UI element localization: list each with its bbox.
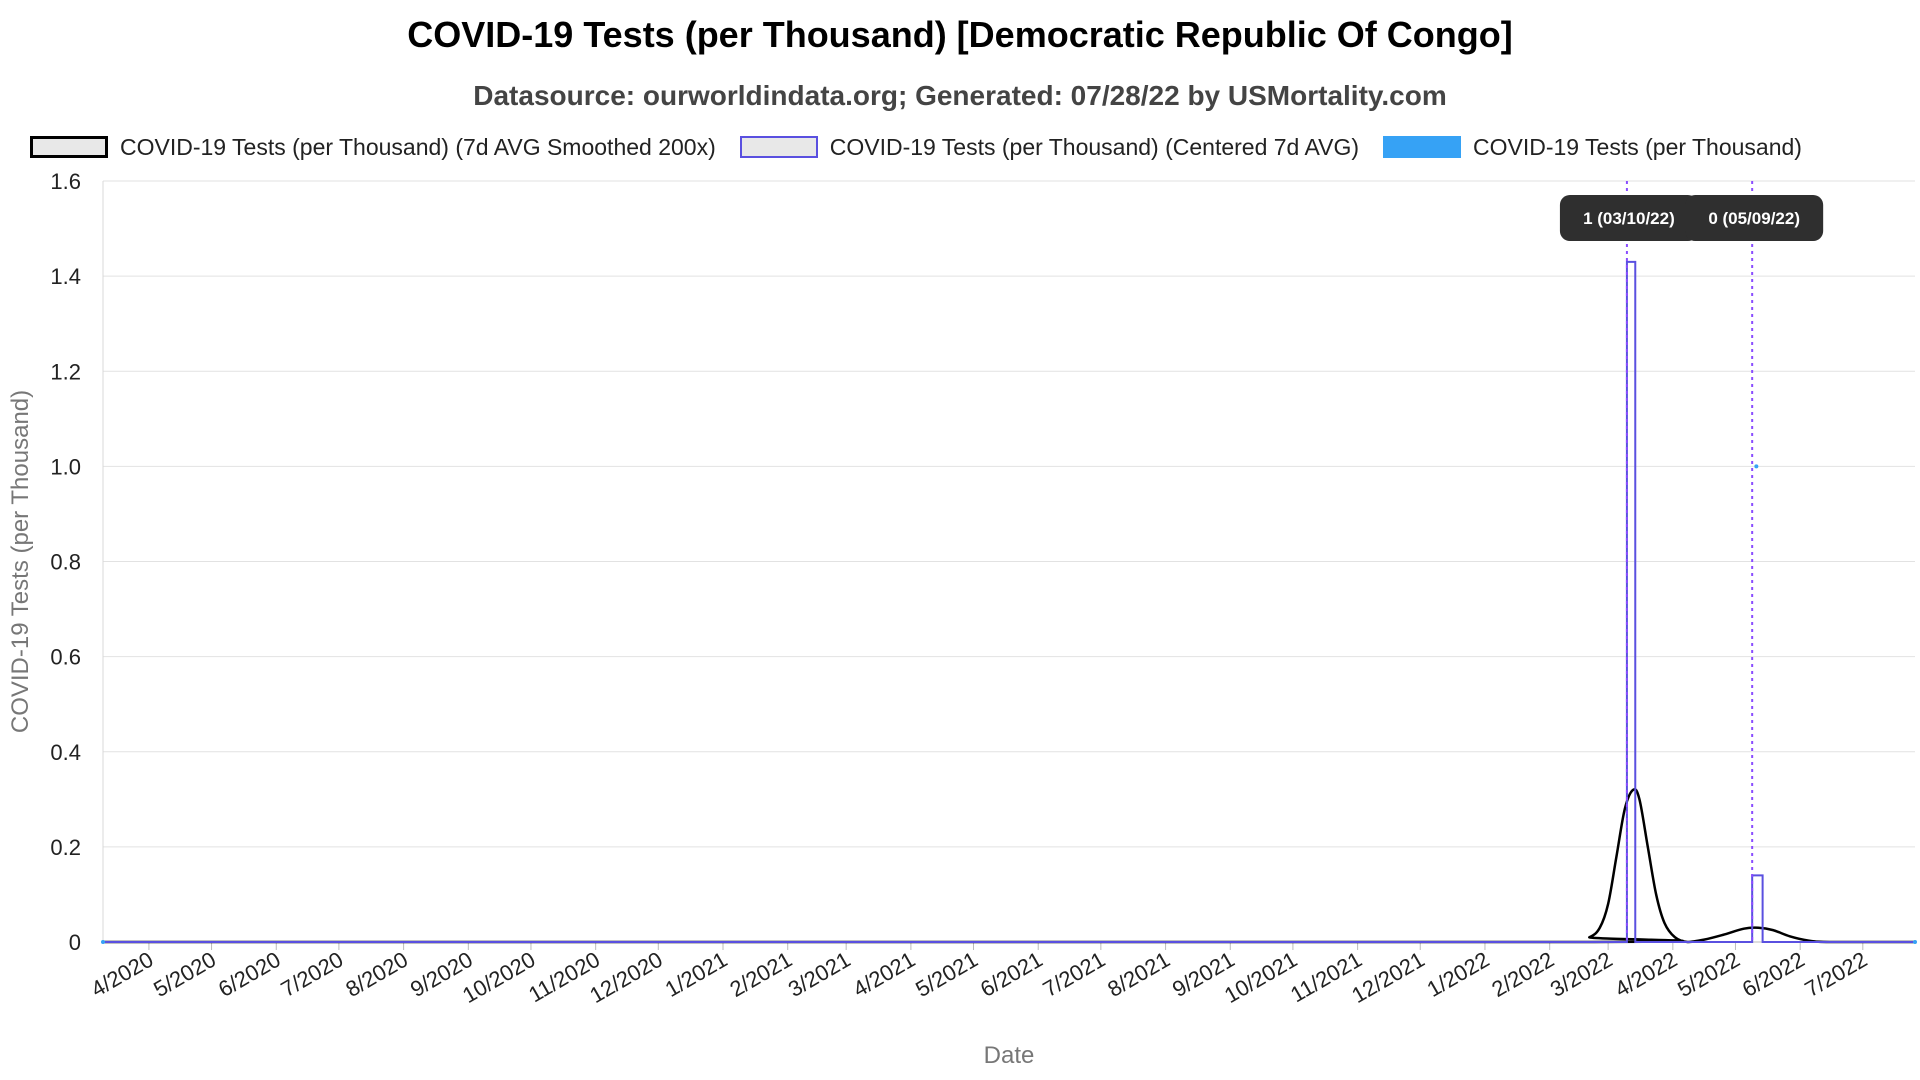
x-tick-label: 5/2022 <box>1673 947 1744 1002</box>
legend-label-centered: COVID-19 Tests (per Thousand) (Centered … <box>829 133 1359 160</box>
x-tick-label: 3/2021 <box>784 947 855 1002</box>
x-tick-label: 6/2020 <box>214 947 285 1002</box>
legend-swatch-centered <box>739 136 818 158</box>
x-tick-label: 4/2021 <box>849 947 920 1002</box>
x-tick-label: 6/2022 <box>1738 947 1809 1002</box>
y-tick-label: 0 <box>69 930 81 955</box>
x-tick-label: 4/2020 <box>87 947 158 1002</box>
y-tick-label: 1.4 <box>50 264 81 289</box>
legend: COVID-19 Tests (per Thousand) (7d AVG Sm… <box>30 130 1826 164</box>
x-tick-label: 12/2021 <box>1347 947 1428 1008</box>
y-tick-label: 1.2 <box>50 359 81 384</box>
x-tick-label: 10/2021 <box>1220 947 1301 1008</box>
y-tick-label: 0.4 <box>50 740 81 765</box>
x-tick-label: 7/2020 <box>277 947 348 1002</box>
x-axis-title: Date <box>984 1042 1035 1069</box>
series-smoothed-line <box>103 788 1915 944</box>
y-tick-label: 0.8 <box>50 550 81 575</box>
x-tick-label: 1/2021 <box>661 947 732 1002</box>
series-raw-point <box>1754 464 1759 469</box>
series-centered-line <box>103 260 1915 943</box>
annotation-label: 0 (05/09/22) <box>1708 209 1800 228</box>
x-tick-label: 1/2022 <box>1423 947 1494 1002</box>
annotations: 1 (03/10/22) 0 (05/09/22) <box>1559 181 1824 942</box>
x-tick-label: 2/2022 <box>1487 947 1558 1002</box>
x-tick-label: 4/2022 <box>1611 947 1682 1002</box>
annotation-tooltip <box>1685 195 1824 241</box>
y-tick-label: 1.0 <box>50 454 81 479</box>
x-tick-label: 3/2022 <box>1546 947 1617 1002</box>
legend-label-smoothed: COVID-19 Tests (per Thousand) (7d AVG Sm… <box>120 133 716 160</box>
legend-swatch-raw <box>1383 136 1461 158</box>
x-tick-label: 5/2021 <box>911 947 982 1002</box>
x-tick-label: 5/2020 <box>149 947 220 1002</box>
series-layer <box>101 260 1917 944</box>
legend-item-centered[interactable]: COVID-19 Tests (per Thousand) (Centered … <box>739 133 1359 161</box>
y-tick-label: 0.6 <box>50 645 81 670</box>
legend-item-raw[interactable]: COVID-19 Tests (per Thousand) <box>1383 134 1802 161</box>
legend-label-raw: COVID-19 Tests (per Thousand) <box>1473 133 1802 160</box>
legend-swatch-smoothed <box>30 136 108 158</box>
x-tick-label: 7/2021 <box>1039 947 1110 1002</box>
chart-title: COVID-19 Tests (per Thousand) [Democrati… <box>407 14 1513 55</box>
x-tick-label: 6/2021 <box>976 947 1047 1002</box>
legend-item-smoothed[interactable]: COVID-19 Tests (per Thousand) (7d AVG Sm… <box>30 134 716 161</box>
grid-lines <box>103 180 1915 943</box>
y-tick-label: 1.6 <box>50 169 81 194</box>
x-tick-label: 12/2020 <box>585 947 666 1008</box>
annotation-label: 1 (03/10/22) <box>1583 209 1675 228</box>
x-tick-label: 10/2020 <box>458 947 539 1008</box>
x-tick-label: 8/2020 <box>341 947 412 1002</box>
x-tick-label: 2/2021 <box>725 947 796 1002</box>
y-tick-label: 0.2 <box>50 835 81 860</box>
chart-subtitle: Datasource: ourworldindata.org; Generate… <box>473 80 1447 111</box>
x-tick-label: 8/2021 <box>1103 947 1174 1002</box>
series-raw-point <box>1913 940 1917 944</box>
x-tick-label: 7/2022 <box>1801 947 1872 1002</box>
annotation-tooltip <box>1559 195 1698 241</box>
y-axis-title: COVID-19 Tests (per Thousand) <box>7 390 34 733</box>
series-raw-point <box>101 940 105 944</box>
